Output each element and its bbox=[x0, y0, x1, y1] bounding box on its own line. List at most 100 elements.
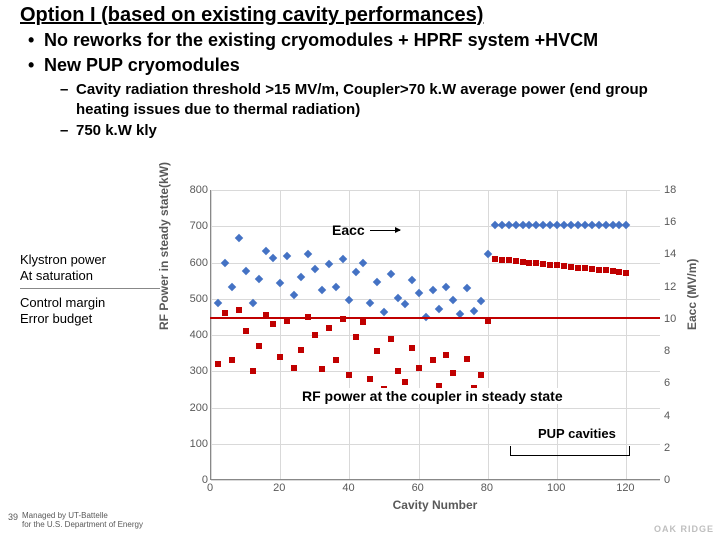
tick-x: 0 bbox=[207, 482, 213, 494]
y-axis-right-label: Eacc (MV/m) bbox=[685, 259, 699, 330]
data-point bbox=[374, 348, 380, 354]
data-point bbox=[526, 260, 532, 266]
data-point bbox=[229, 357, 235, 363]
data-point bbox=[561, 263, 567, 269]
data-point bbox=[255, 274, 263, 282]
bullet-item: New PUP cryomodules bbox=[28, 54, 696, 77]
data-point bbox=[589, 266, 595, 272]
data-point bbox=[276, 279, 284, 287]
data-point bbox=[311, 265, 319, 273]
tick-y-left: 100 bbox=[186, 438, 208, 450]
subbullet-item: Cavity radiation threshold >15 MV/m, Cou… bbox=[60, 80, 696, 119]
tick-y-left: 500 bbox=[186, 293, 208, 305]
data-point bbox=[442, 282, 450, 290]
sub-bullets: Cavity radiation threshold >15 MV/m, Cou… bbox=[0, 78, 720, 141]
data-point bbox=[222, 310, 228, 316]
data-point bbox=[610, 268, 616, 274]
data-point bbox=[575, 265, 581, 271]
data-point bbox=[616, 269, 622, 275]
data-point bbox=[346, 372, 352, 378]
gridline-v bbox=[419, 190, 420, 479]
tick-y-left: 800 bbox=[186, 184, 208, 196]
data-point bbox=[492, 256, 498, 262]
data-point bbox=[353, 334, 359, 340]
data-point bbox=[416, 365, 422, 371]
gridline-v bbox=[211, 190, 212, 479]
gridline-h bbox=[211, 444, 660, 445]
data-point bbox=[333, 357, 339, 363]
data-point bbox=[380, 308, 388, 316]
bullet-item: No reworks for the existing cryomodules … bbox=[28, 29, 696, 52]
data-point bbox=[513, 258, 519, 264]
logo-text: OAK RIDGE bbox=[654, 524, 714, 534]
tick-y-right: 18 bbox=[664, 184, 676, 196]
data-point bbox=[582, 265, 588, 271]
x-axis-label: Cavity Number bbox=[210, 498, 660, 512]
tick-y-left: 700 bbox=[186, 220, 208, 232]
data-point bbox=[463, 284, 471, 292]
gridline-v bbox=[488, 190, 489, 479]
data-point bbox=[568, 264, 574, 270]
data-point bbox=[248, 299, 256, 307]
data-point bbox=[283, 252, 291, 260]
tick-y-right: 14 bbox=[664, 248, 676, 260]
data-point bbox=[241, 266, 249, 274]
bracket-pup bbox=[510, 446, 630, 456]
footer-text: Managed by UT-Battelle for the U.S. Depa… bbox=[22, 512, 143, 530]
data-point bbox=[277, 354, 283, 360]
control-margin-line bbox=[210, 317, 660, 319]
data-point bbox=[470, 307, 478, 315]
annotation-control-margin: Control margin Error budget bbox=[20, 295, 105, 326]
data-point bbox=[221, 258, 229, 266]
tick-y-left: 300 bbox=[186, 365, 208, 377]
y-axis-left-label: RF Power in steady state(kW) bbox=[157, 162, 171, 330]
data-point bbox=[554, 262, 560, 268]
tick-x: 100 bbox=[547, 482, 565, 494]
data-point bbox=[435, 305, 443, 313]
data-point bbox=[312, 332, 318, 338]
annotation-eacc: Eacc bbox=[332, 222, 365, 238]
data-point bbox=[395, 368, 401, 374]
data-point bbox=[262, 247, 270, 255]
arrow-eacc bbox=[370, 230, 400, 231]
data-point bbox=[366, 299, 374, 307]
data-point bbox=[228, 282, 236, 290]
data-point bbox=[243, 328, 249, 334]
data-point bbox=[414, 289, 422, 297]
tick-x: 60 bbox=[412, 482, 424, 494]
tick-y-right: 4 bbox=[664, 410, 670, 422]
tick-y-right: 16 bbox=[664, 216, 676, 228]
data-point bbox=[394, 294, 402, 302]
data-point bbox=[345, 295, 353, 303]
annotation-pup: PUP cavities bbox=[538, 426, 616, 441]
tick-y-left: 200 bbox=[186, 402, 208, 414]
tick-x: 80 bbox=[481, 482, 493, 494]
data-point bbox=[352, 268, 360, 276]
slide-title: Option I (based on existing cavity perfo… bbox=[0, 0, 720, 29]
tick-y-left: 600 bbox=[186, 257, 208, 269]
data-point bbox=[603, 267, 609, 273]
tick-y-right: 0 bbox=[664, 474, 670, 486]
data-point bbox=[215, 361, 221, 367]
data-point bbox=[478, 372, 484, 378]
data-point bbox=[367, 376, 373, 382]
data-point bbox=[291, 365, 297, 371]
data-point bbox=[326, 325, 332, 331]
data-point bbox=[304, 250, 312, 258]
tick-y-right: 10 bbox=[664, 313, 676, 325]
gridline-v bbox=[280, 190, 281, 479]
data-point bbox=[464, 356, 470, 362]
tick-y-right: 6 bbox=[664, 377, 670, 389]
main-bullets: No reworks for the existing cryomodules … bbox=[0, 29, 720, 76]
gridline-h bbox=[211, 408, 660, 409]
tick-x: 120 bbox=[616, 482, 634, 494]
data-point bbox=[428, 286, 436, 294]
data-point bbox=[622, 221, 630, 229]
gridline-h bbox=[211, 190, 660, 191]
tick-y-left: 0 bbox=[186, 474, 208, 486]
gridline-h bbox=[211, 263, 660, 264]
data-point bbox=[450, 370, 456, 376]
subbullet-item: 750 k.W kly bbox=[60, 121, 696, 141]
tick-y-left: 400 bbox=[186, 329, 208, 341]
data-point bbox=[533, 260, 539, 266]
